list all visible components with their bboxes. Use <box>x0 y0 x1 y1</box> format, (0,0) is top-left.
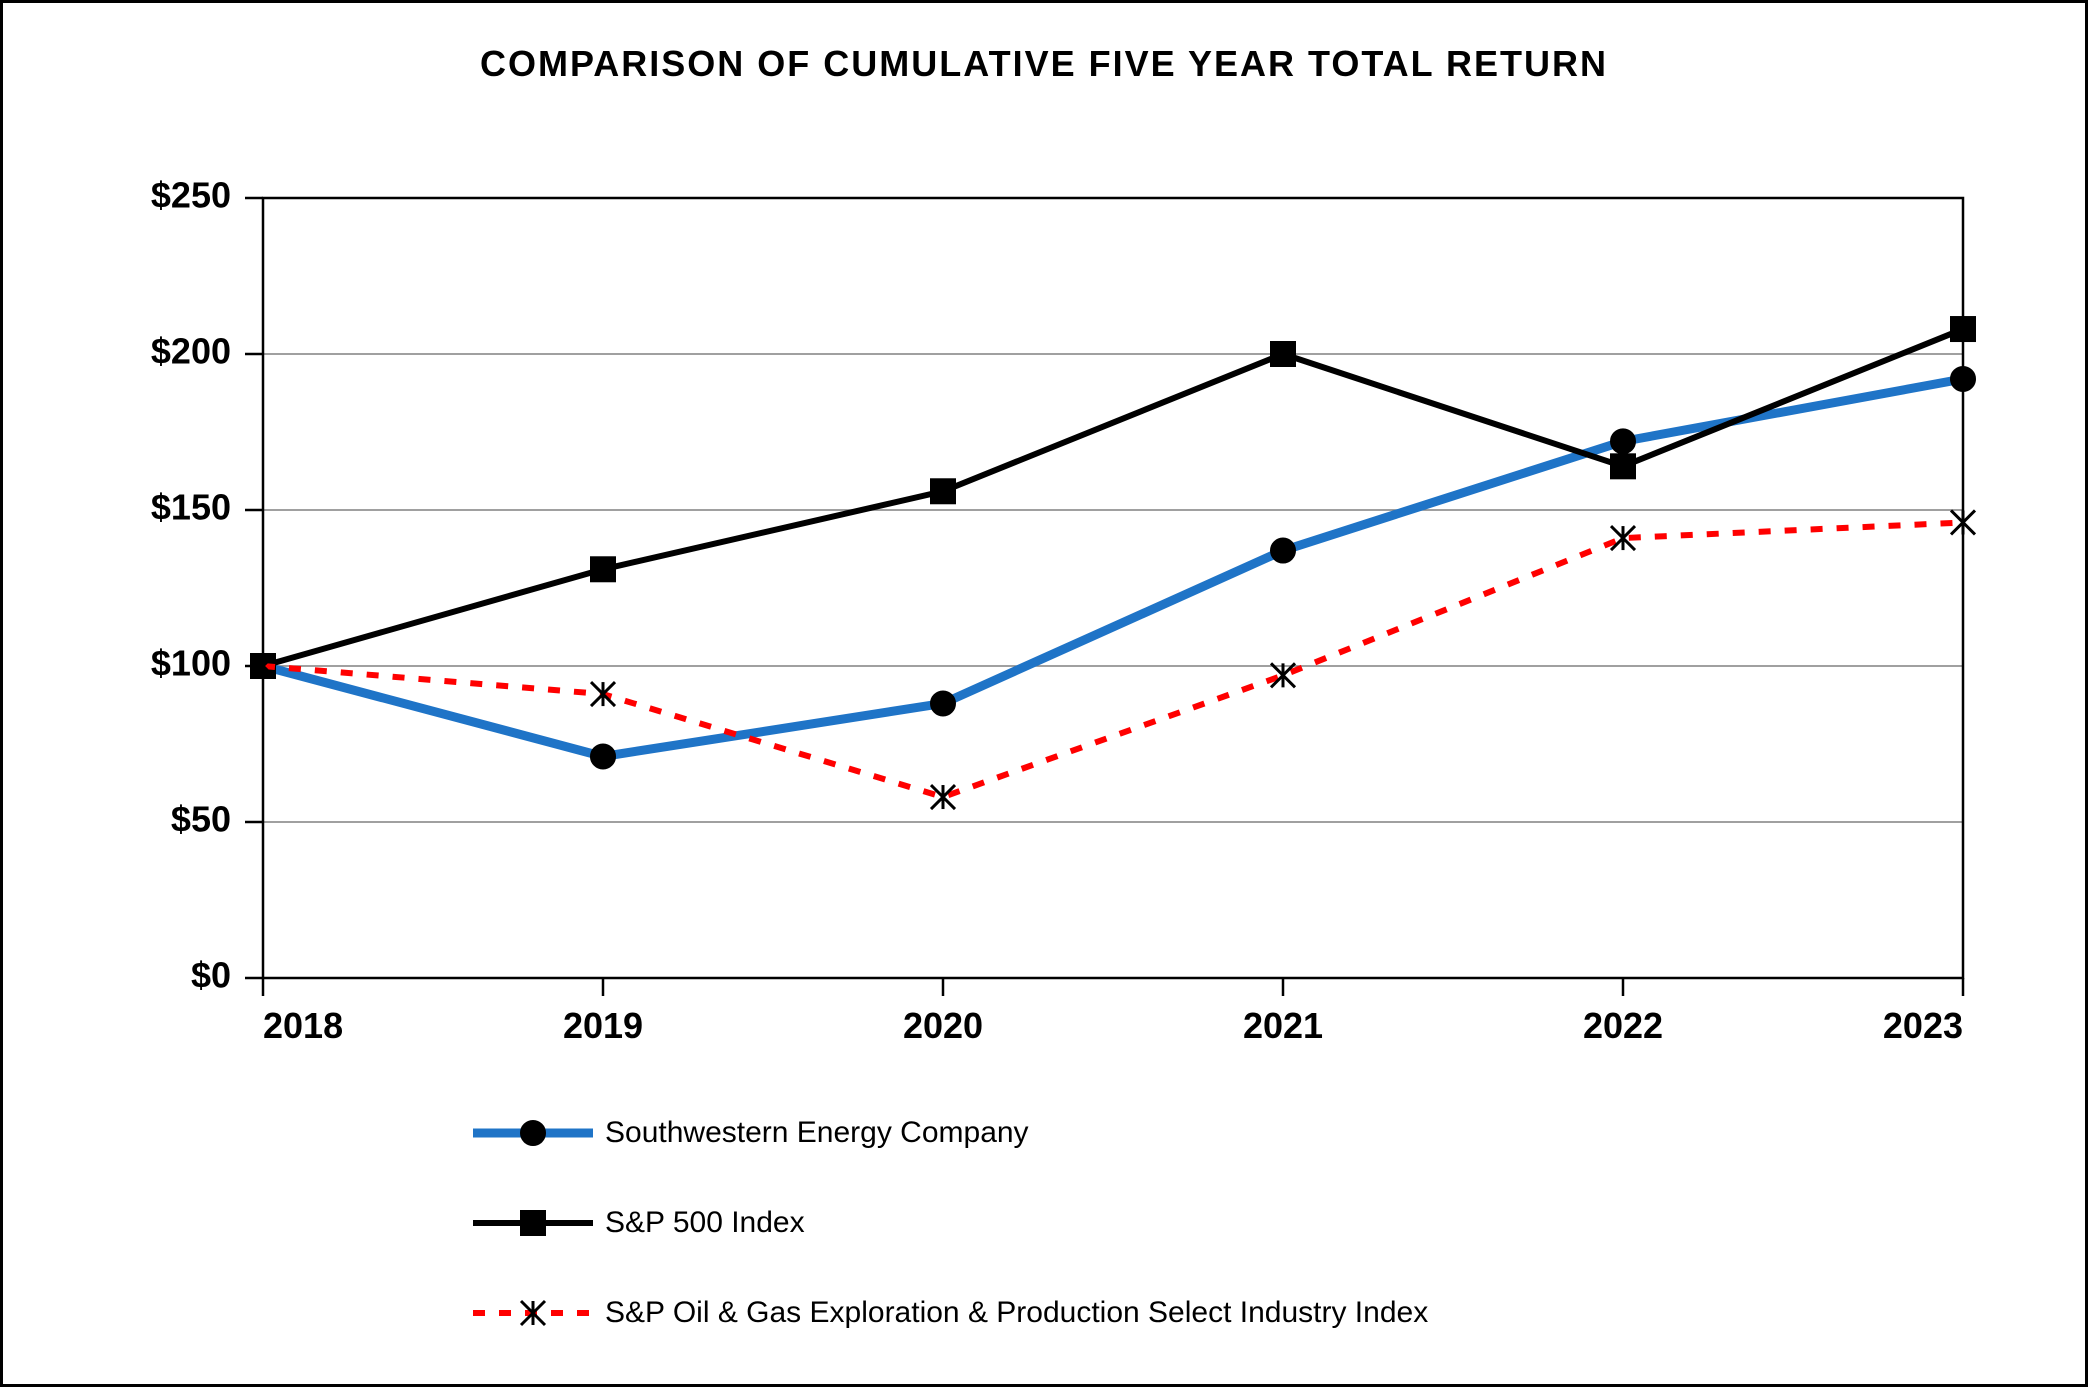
y-tick-label: $150 <box>151 487 231 528</box>
marker-square <box>521 1211 545 1235</box>
marker-circle <box>521 1121 545 1145</box>
marker-circle <box>931 691 955 715</box>
y-tick-label: $50 <box>171 799 231 840</box>
series-line <box>263 329 1963 666</box>
series-line <box>263 522 1963 797</box>
y-tick-label: $100 <box>151 643 231 684</box>
legend-swatch <box>473 1113 593 1153</box>
marker-asterisk <box>1951 510 1975 534</box>
marker-square <box>1611 454 1635 478</box>
marker-circle <box>1951 367 1975 391</box>
legend-swatch <box>473 1293 593 1333</box>
legend-row: S&P Oil & Gas Exploration & Production S… <box>473 1268 1873 1358</box>
legend-swatch-svg <box>473 1293 593 1333</box>
marker-circle <box>1611 429 1635 453</box>
x-tick-label: 2022 <box>1583 1005 1663 1046</box>
x-tick-label: 2023 <box>1883 1005 1963 1046</box>
legend-row: S&P 500 Index <box>473 1178 1873 1268</box>
series-line <box>263 379 1963 757</box>
chart-title: COMPARISON OF CUMULATIVE FIVE YEAR TOTAL… <box>3 43 2085 85</box>
plot-svg: $0$50$100$150$200$2502018201920202021202… <box>263 198 1963 978</box>
legend-swatch-svg <box>473 1203 593 1243</box>
legend: Southwestern Energy Company S&P 500 Index… <box>473 1088 1873 1358</box>
x-tick-label: 2021 <box>1243 1005 1323 1046</box>
y-tick-label: $0 <box>191 955 231 996</box>
legend-label: S&P Oil & Gas Exploration & Production S… <box>605 1296 1428 1330</box>
legend-label: S&P 500 Index <box>605 1206 805 1240</box>
y-tick-label: $200 <box>151 331 231 372</box>
marker-square <box>591 557 615 581</box>
marker-asterisk <box>521 1301 545 1325</box>
marker-square <box>931 479 955 503</box>
legend-swatch-svg <box>473 1113 593 1153</box>
marker-square <box>1951 317 1975 341</box>
plot-border <box>263 198 1963 978</box>
legend-row: Southwestern Energy Company <box>473 1088 1873 1178</box>
marker-circle <box>1271 539 1295 563</box>
x-tick-label: 2018 <box>263 1005 343 1046</box>
chart-frame: COMPARISON OF CUMULATIVE FIVE YEAR TOTAL… <box>0 0 2088 1387</box>
plot-area-wrap: $0$50$100$150$200$2502018201920202021202… <box>263 198 1963 978</box>
legend-swatch <box>473 1203 593 1243</box>
y-tick-label: $250 <box>151 175 231 216</box>
x-tick-label: 2020 <box>903 1005 983 1046</box>
marker-circle <box>591 744 615 768</box>
marker-square <box>1271 342 1295 366</box>
x-tick-label: 2019 <box>563 1005 643 1046</box>
legend-label: Southwestern Energy Company <box>605 1116 1029 1150</box>
